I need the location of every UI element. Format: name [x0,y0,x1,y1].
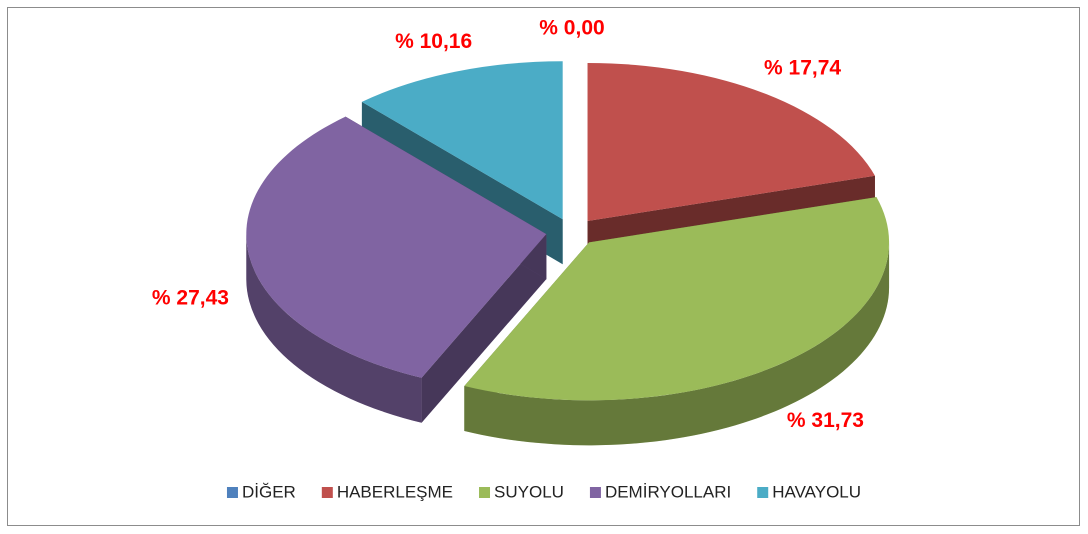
slice-top [587,63,875,222]
value-label: % 31,73 [787,409,864,432]
slice-side [246,234,422,423]
value-label: % 17,74 [764,57,841,80]
legend-label: DEMİRYOLLARI [605,482,731,501]
legend-swatch [321,487,333,498]
value-label: % 10,16 [395,30,472,53]
legend-label: DİĞER [242,482,296,501]
legend-swatch [589,487,601,498]
slice-side-shade [464,242,890,446]
value-label: % 27,43 [152,286,229,309]
slice-wall-shade [421,234,547,423]
slice-side [464,242,890,446]
slice-top [361,61,563,220]
slice-top [464,197,890,401]
legend-label: HAVAYOLU [772,482,861,501]
slice-top [246,116,547,378]
legend-label: SUYOLU [494,482,564,501]
slice-side-shade [246,234,422,423]
legend-label: HABERLEŞME [337,482,453,501]
slice [464,197,890,446]
value-label: % 0,00 [539,16,604,39]
legend-swatch [226,487,238,498]
slice-wall [421,234,547,423]
slice [246,116,547,423]
legend-swatch [479,487,491,498]
legend-swatch [757,487,769,498]
